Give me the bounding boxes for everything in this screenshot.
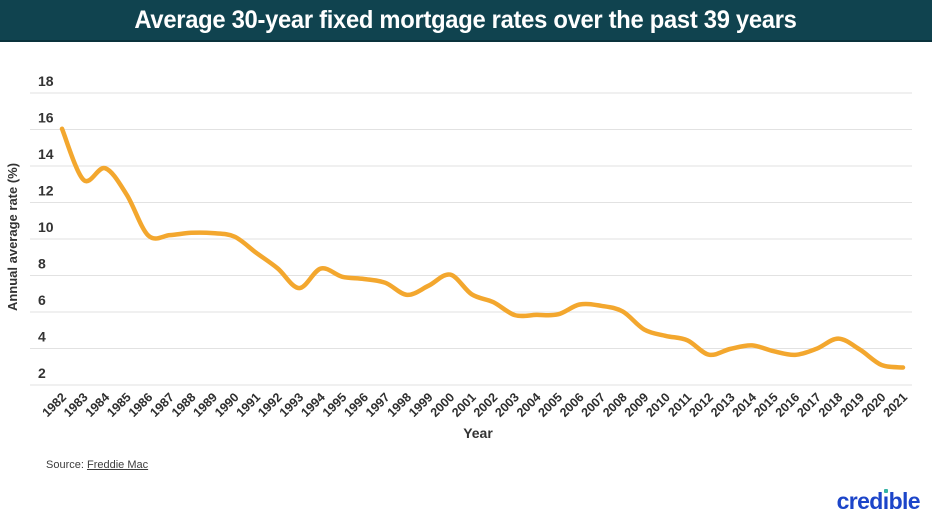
- y-tick-label: 18: [38, 73, 54, 89]
- logo-text-pre: cred: [836, 488, 884, 514]
- logo-i-dot-icon: [883, 489, 888, 493]
- x-axis-title: Year: [463, 425, 493, 441]
- source-label: Source:: [46, 459, 84, 471]
- y-tick-label: 10: [38, 219, 54, 235]
- y-tick-label: 16: [38, 110, 54, 126]
- y-axis-title: Annual average rate (%): [5, 163, 20, 311]
- chart-title: Average 30-year fixed mortgage rates ove…: [134, 5, 798, 34]
- y-tick-label: 8: [38, 256, 46, 272]
- y-tick-label: 6: [38, 292, 46, 308]
- logo-letter-i: ı: [882, 488, 889, 514]
- logo-text-post: ble: [888, 488, 921, 514]
- source-link-freddie-mac[interactable]: Freddie Mac: [86, 459, 149, 471]
- chart-title-bar: Average 30-year fixed mortgage rates ove…: [0, 0, 932, 42]
- mortgage-rate-line: [59, 126, 906, 370]
- source-note: Source: Freddie Mac: [46, 459, 148, 471]
- y-tick-label: 12: [38, 183, 54, 199]
- credible-logo: cred ıble: [836, 488, 921, 514]
- y-tick-label: 14: [38, 146, 54, 162]
- x-tick-label: 2021: [881, 390, 911, 420]
- y-tick-label: 2: [38, 365, 46, 381]
- y-tick-label: 4: [38, 329, 46, 345]
